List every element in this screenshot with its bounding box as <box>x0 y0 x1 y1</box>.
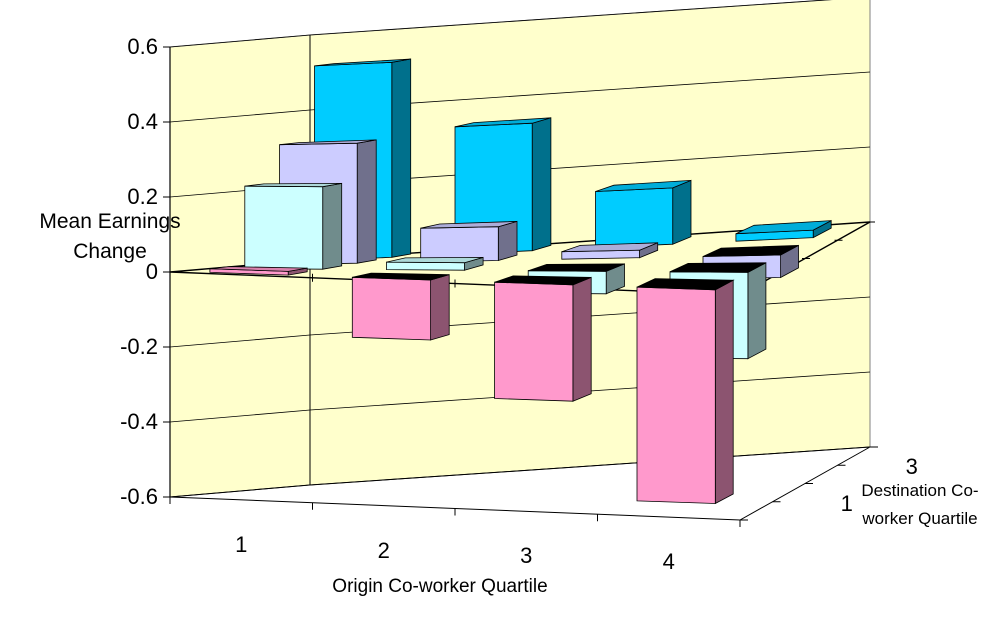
bar-top-face <box>636 278 735 291</box>
bar-dest1-origin2 <box>351 272 450 341</box>
bar-top-face <box>735 220 832 235</box>
bar-top-face <box>209 266 308 272</box>
bar-side-face <box>714 279 734 505</box>
bar-dest1-origin4 <box>636 278 735 505</box>
bars-group <box>209 58 832 505</box>
bar-top-face <box>702 245 799 257</box>
bar-side-face <box>497 220 518 262</box>
x-tick-label: 2 <box>377 537 390 563</box>
bar-top-face <box>595 180 692 192</box>
bar-top-face <box>386 257 484 264</box>
bar-side-face <box>391 58 412 258</box>
x-axis-title: Origin Co-worker Quartile <box>332 576 548 597</box>
bar-dest1-origin1 <box>209 266 308 276</box>
z-tick-label: 3 <box>905 454 918 480</box>
y-tick-label: -0.4 <box>120 409 158 434</box>
bar-top-face <box>244 183 342 188</box>
bar-top-face <box>352 272 450 281</box>
bar-side-face <box>531 117 552 252</box>
bar-side-face <box>430 274 450 341</box>
bar-side-face <box>356 139 377 264</box>
bar-top-face <box>528 263 625 272</box>
x-tick-label: 4 <box>662 549 675 575</box>
y-tick-label: 0.6 <box>127 34 158 59</box>
bar-front-face <box>595 187 674 249</box>
bar-dest4-origin3 <box>595 179 692 249</box>
bar-top-face <box>494 275 592 286</box>
bar-front-face <box>494 281 574 402</box>
bar-front-face <box>244 185 324 270</box>
bar-dest1-origin3 <box>494 275 592 402</box>
bar-top-face <box>669 262 767 273</box>
bar-side-face <box>322 182 343 270</box>
bar-dest2-origin1 <box>244 182 343 270</box>
bar-top-face <box>454 117 552 128</box>
y-tick-label: -0.6 <box>120 484 158 509</box>
bar-front-face <box>420 226 499 263</box>
y-tick-label: 0.2 <box>127 184 158 209</box>
y-tick-label: 0 <box>145 259 158 284</box>
z-axis-title: Destination Co-worker Quartile <box>861 481 979 528</box>
bar-top-face <box>314 58 411 67</box>
z-tick-label: 1 <box>840 490 853 516</box>
x-tick-label: 3 <box>520 543 533 569</box>
y-tick-label: -0.2 <box>120 334 158 359</box>
bar-dest2-origin2 <box>386 256 484 271</box>
bar-top-face <box>420 221 518 229</box>
bar-front-face <box>351 276 432 341</box>
bar-dest3-origin3 <box>561 242 659 260</box>
bar-side-face <box>672 179 692 245</box>
bar-top-face <box>561 242 658 253</box>
y-axis-title: Mean Earnings Change <box>39 210 181 263</box>
x-tick-label: 1 <box>235 531 248 557</box>
bar-front-face <box>636 286 716 504</box>
bar-front-face <box>386 261 465 271</box>
bar-dest3-origin2 <box>420 220 518 263</box>
bar-top-face <box>279 139 377 146</box>
bar-dest4-origin4 <box>735 219 832 242</box>
bar-side-face <box>747 262 767 360</box>
bar-side-face <box>572 276 592 402</box>
y-tick-label: 0.4 <box>127 109 158 134</box>
